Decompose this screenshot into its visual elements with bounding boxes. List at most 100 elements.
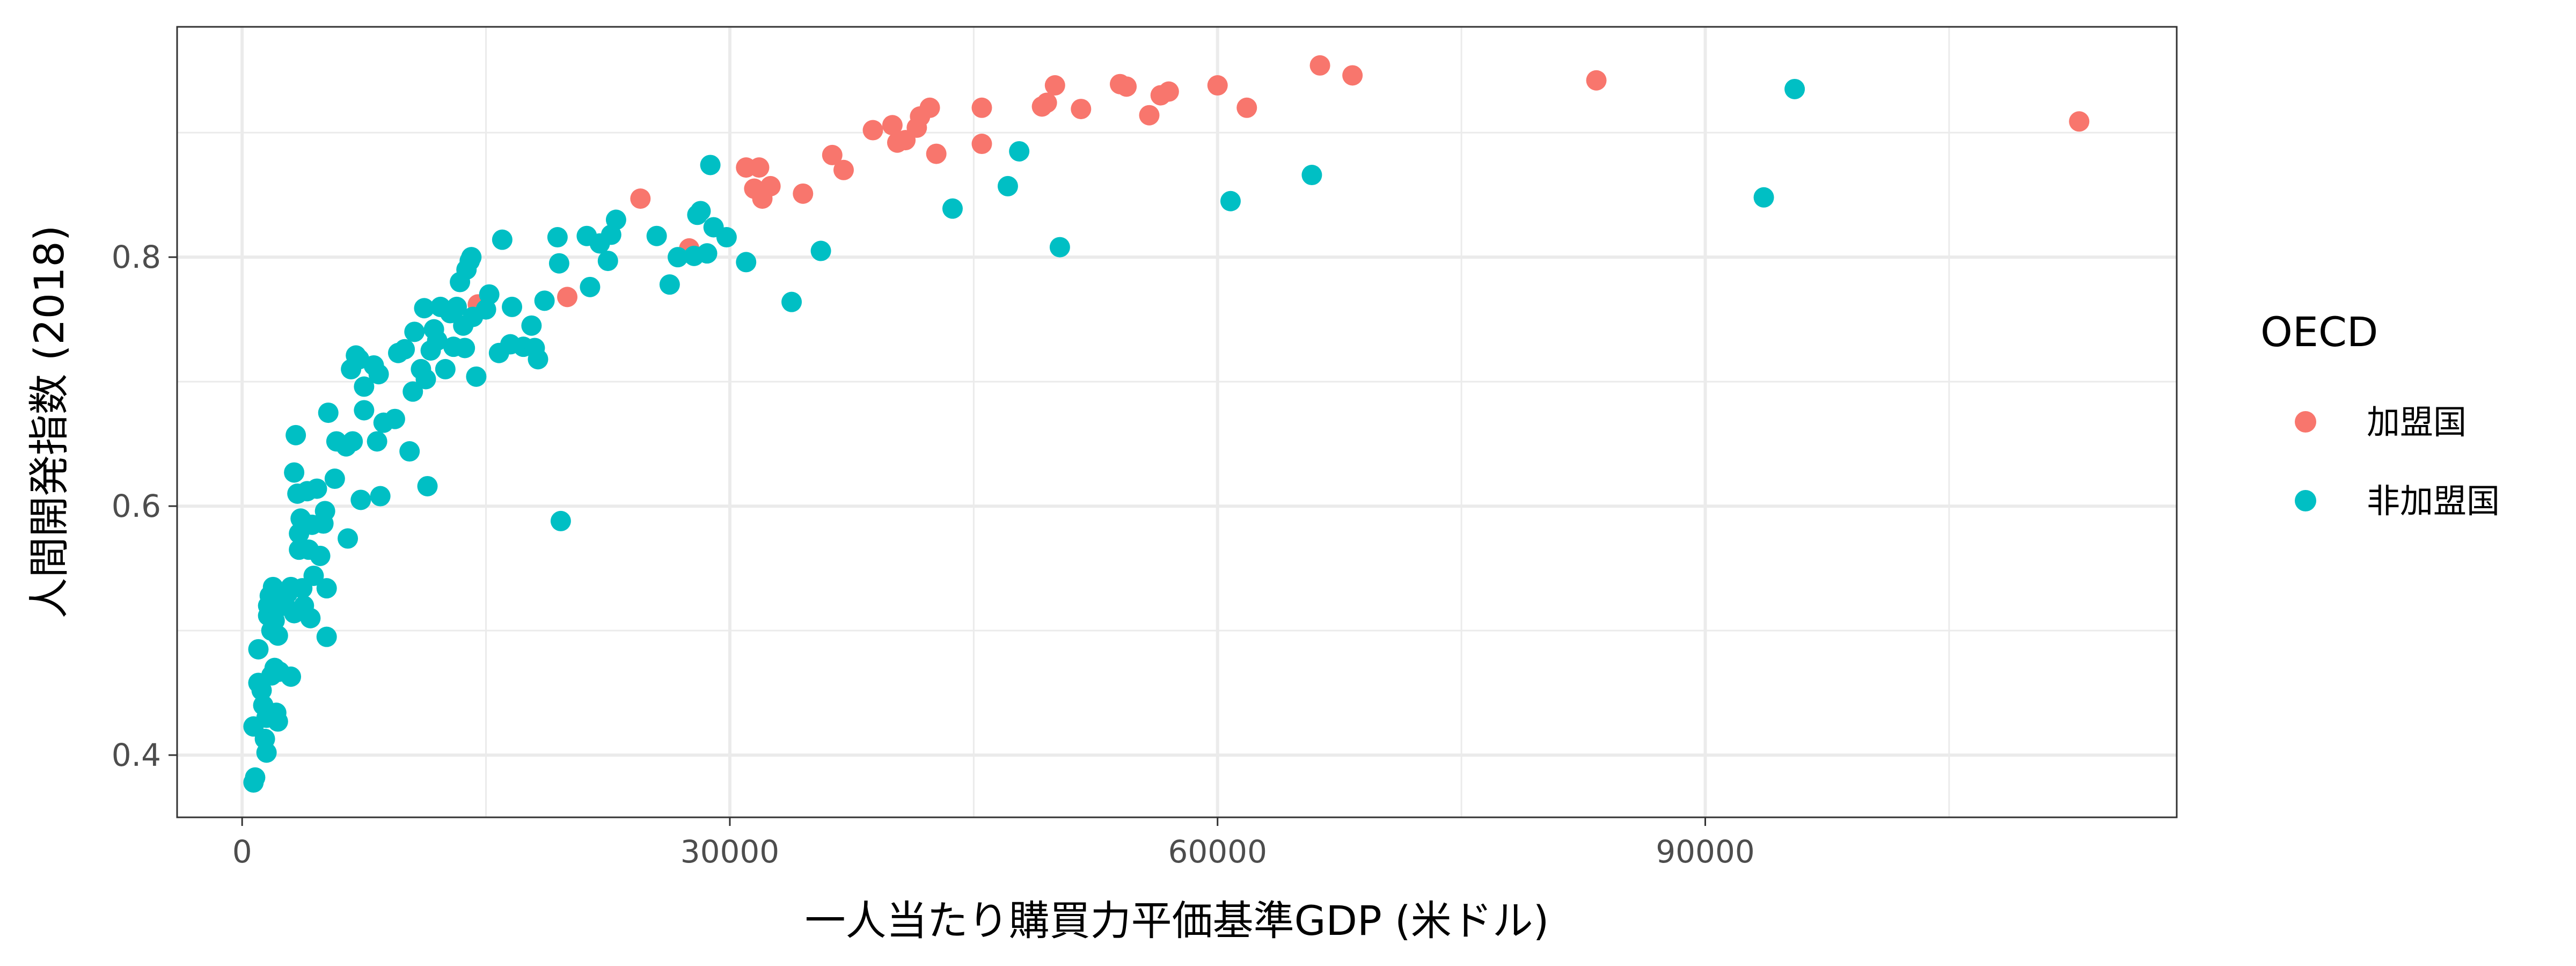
data-point	[1342, 65, 1363, 86]
data-point	[833, 159, 854, 180]
data-point	[1309, 55, 1330, 76]
data-point	[435, 358, 456, 379]
legend-label-nonmember: 非加盟国	[2367, 481, 2500, 521]
data-point	[350, 489, 371, 510]
data-point	[781, 291, 802, 312]
data-point	[882, 115, 903, 136]
data-point	[310, 545, 331, 566]
data-point	[1049, 237, 1070, 258]
data-point	[971, 97, 992, 118]
data-point	[354, 376, 375, 397]
data-point	[284, 462, 305, 483]
data-point	[300, 608, 321, 628]
y-tick-label: 0.8	[112, 239, 161, 275]
data-point	[1116, 76, 1137, 97]
data-points	[243, 55, 2090, 793]
data-point	[659, 274, 680, 295]
data-point	[479, 284, 500, 305]
data-point	[793, 183, 814, 204]
y-tick-label: 0.6	[112, 488, 161, 524]
data-point	[926, 143, 947, 164]
legend-title: OECD	[2260, 308, 2378, 356]
y-axis-ticks: 0.4 0.6 0.8	[112, 239, 177, 773]
data-point	[1009, 141, 1030, 162]
y-tick-label: 0.4	[112, 737, 161, 773]
data-point	[1784, 78, 1805, 99]
data-point	[668, 247, 689, 268]
y-axis-title: 人間開発指数 (2018)	[25, 225, 73, 619]
data-point	[548, 253, 569, 274]
data-point	[492, 229, 513, 250]
data-point	[547, 227, 568, 248]
data-point	[1158, 81, 1179, 102]
data-point	[394, 339, 415, 360]
data-point	[314, 501, 335, 522]
data-point	[1044, 75, 1065, 96]
data-point	[245, 767, 266, 788]
data-point	[414, 298, 435, 319]
data-point	[281, 666, 302, 687]
data-point	[466, 366, 487, 387]
legend-label-member: 加盟国	[2367, 402, 2467, 442]
data-point	[368, 364, 389, 385]
legend: OECD 加盟国 非加盟国	[2260, 308, 2500, 521]
data-point	[557, 287, 578, 308]
data-point	[749, 157, 770, 178]
data-point	[342, 431, 363, 452]
data-point	[251, 680, 272, 701]
data-point	[248, 639, 269, 660]
data-point	[1036, 92, 1057, 113]
data-point	[384, 408, 405, 429]
data-point	[1586, 70, 1607, 91]
data-point	[700, 155, 721, 175]
data-point	[736, 252, 757, 273]
data-point	[760, 175, 781, 196]
data-point	[862, 120, 883, 141]
data-point	[630, 188, 651, 209]
data-point	[306, 478, 327, 499]
legend-key-member	[2295, 411, 2316, 433]
data-point	[1220, 191, 1241, 211]
data-point	[1753, 187, 1774, 208]
data-point	[354, 400, 375, 421]
data-point	[267, 711, 288, 732]
data-point	[550, 510, 571, 531]
data-point	[455, 338, 475, 358]
data-point	[521, 315, 542, 336]
grid-major	[177, 27, 2177, 817]
data-point	[367, 431, 387, 452]
data-point	[316, 626, 337, 647]
data-point	[447, 296, 467, 317]
data-point	[267, 625, 288, 646]
data-point	[997, 175, 1018, 196]
series-nonmember	[243, 78, 1805, 793]
data-point	[1301, 165, 1322, 186]
x-axis-title: 一人当たり購買力平価基準GDP (米ドル)	[805, 897, 1549, 945]
data-point	[2069, 111, 2090, 132]
data-point	[303, 565, 324, 586]
data-point	[580, 276, 601, 297]
data-point	[822, 144, 843, 165]
data-point	[605, 209, 626, 230]
data-point	[1071, 99, 1092, 120]
data-point	[502, 296, 523, 317]
data-point	[316, 578, 337, 599]
x-tick-label: 60000	[1168, 833, 1267, 870]
data-point	[1207, 75, 1228, 96]
data-point	[1139, 105, 1160, 126]
data-point	[810, 240, 831, 261]
data-point	[417, 475, 438, 496]
series-member	[467, 55, 2090, 315]
data-point	[1236, 97, 1257, 118]
x-tick-label: 90000	[1656, 833, 1755, 870]
data-point	[528, 349, 548, 370]
x-axis-ticks: 0 30000 60000 90000	[232, 817, 1755, 870]
data-point	[597, 251, 618, 272]
data-point	[971, 134, 992, 155]
data-point	[415, 369, 436, 390]
data-point	[399, 441, 420, 462]
data-point	[256, 742, 277, 763]
data-point	[646, 225, 667, 246]
data-point	[427, 330, 448, 351]
